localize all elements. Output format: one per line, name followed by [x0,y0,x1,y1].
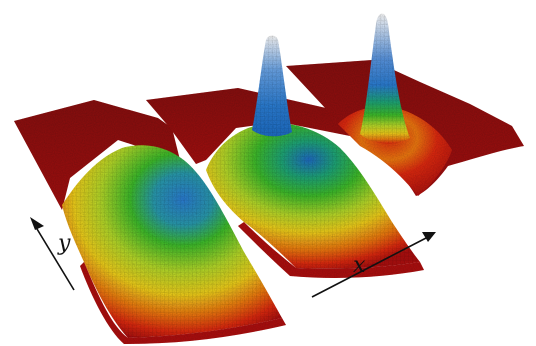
y-axis-arrow [33,223,75,291]
middle-panel [146,35,424,278]
middle-panel-rim [238,222,424,278]
right-panel-peak-mesh [360,13,410,144]
middle-panel-dome-mesh [206,123,420,269]
y-axis: y [30,217,75,291]
right-panel [286,13,524,196]
x-axis: x [311,232,436,298]
x-axis-label: x [353,253,366,278]
y-axis-arrowhead [30,217,44,230]
x-axis-arrowhead [422,232,436,242]
left-panel [14,100,286,344]
middle-panel-floor [146,88,350,164]
left-panel-dome-mesh [62,145,282,338]
left-panel-floor [14,100,180,210]
y-axis-label: y [57,231,71,256]
middle-panel-peak-mesh [252,35,292,137]
x-axis-arrow [311,236,429,298]
